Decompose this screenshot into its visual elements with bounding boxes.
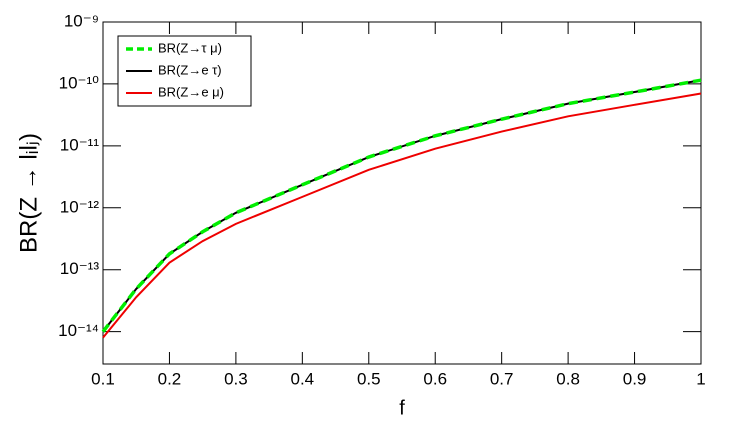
- y-tick-label: 10⁻¹⁰: [59, 73, 100, 92]
- y-tick-label: 10⁻¹⁴: [58, 321, 99, 340]
- legend-label: BR(Z→e μ): [158, 84, 224, 99]
- y-tick-label: 10⁻¹¹: [60, 135, 100, 154]
- y-axis-label: BR(Z → lᵢlⱼ): [15, 133, 42, 253]
- x-tick-label: 0.5: [357, 369, 381, 388]
- x-tick-label: 0.6: [423, 369, 447, 388]
- x-tick-label: 0.4: [291, 369, 315, 388]
- y-tick-label: 10⁻¹³: [60, 259, 100, 278]
- x-axis-label: f: [399, 397, 405, 419]
- x-tick-label: 0.8: [556, 369, 580, 388]
- plot-frame: [102, 21, 702, 365]
- y-tick-label: 10⁻⁹: [64, 11, 99, 30]
- x-tick-label: 0.7: [490, 369, 514, 388]
- series-line: [102, 92, 702, 339]
- legend-label: BR(Z→e τ): [158, 62, 222, 77]
- y-tick-label: 10⁻¹²: [60, 197, 100, 216]
- series-line: [101, 78, 702, 333]
- series-line: [102, 79, 702, 333]
- x-tick-label: 1: [696, 369, 705, 388]
- legend-label: BR(Z→τ μ): [158, 40, 222, 55]
- x-tick-label: 0.2: [158, 369, 182, 388]
- x-tick-label: 0.1: [91, 369, 115, 388]
- x-tick-label: 0.9: [623, 369, 647, 388]
- x-tick-label: 0.3: [224, 369, 248, 388]
